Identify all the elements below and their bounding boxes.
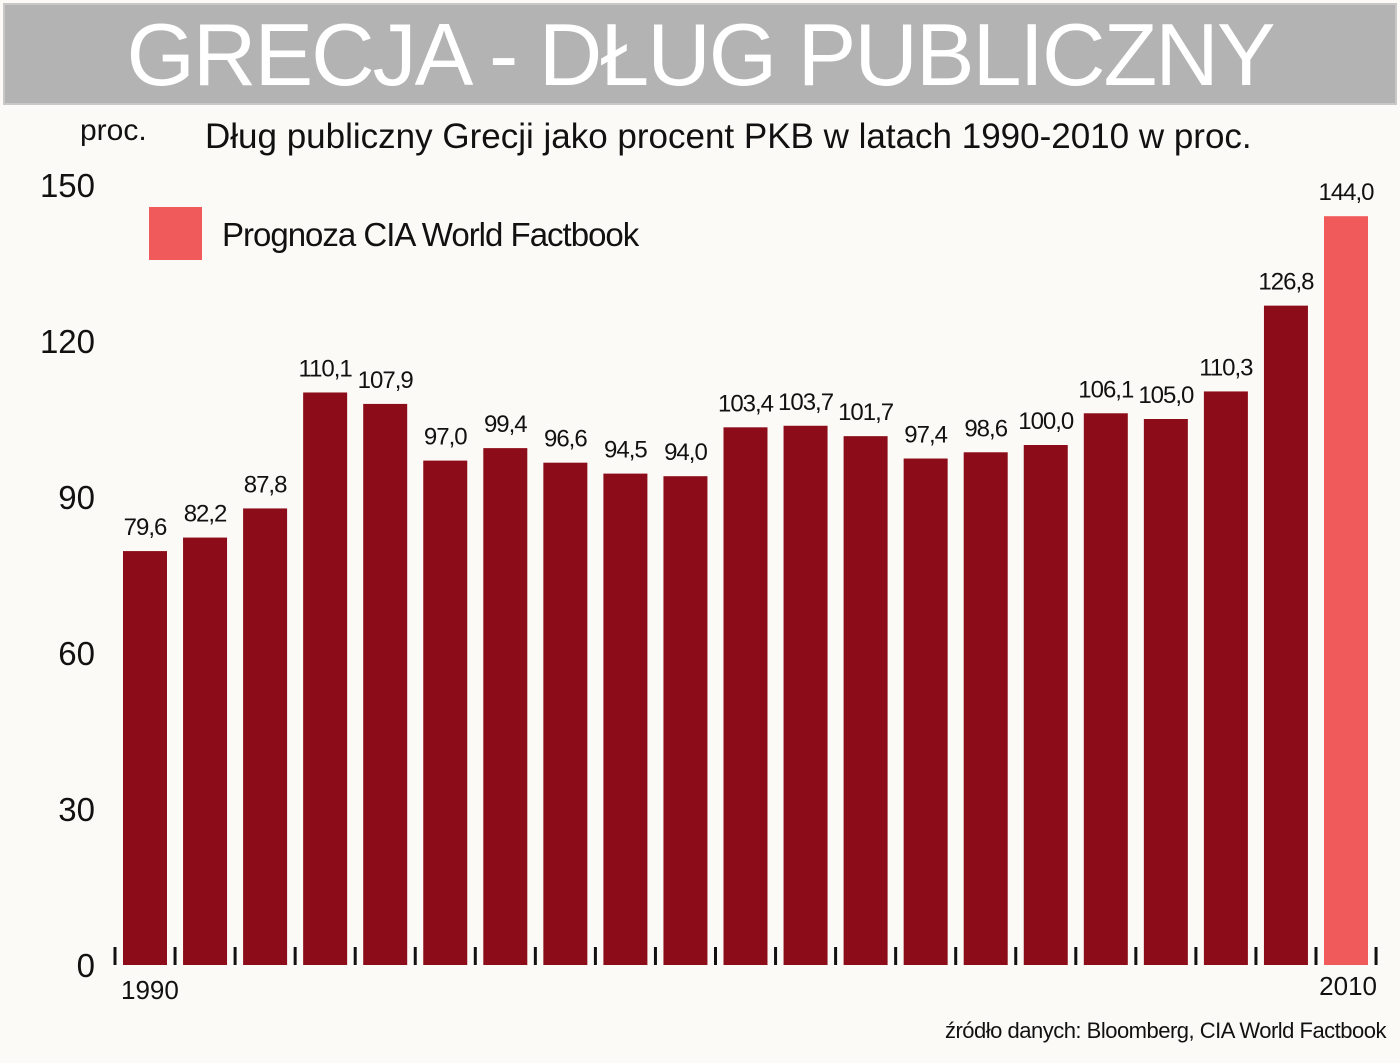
bar	[543, 462, 588, 965]
bar-value-label: 87,8	[244, 471, 287, 498]
source-note: źródło danych: Bloomberg, CIA World Fact…	[944, 1018, 1387, 1043]
bar-value-label: 103,7	[778, 389, 834, 416]
bar	[483, 448, 528, 965]
bar	[783, 425, 828, 965]
legend-swatch	[149, 207, 202, 260]
bar-value-label: 96,6	[544, 426, 587, 453]
bar	[1263, 305, 1308, 965]
y-tick-label: 30	[58, 791, 95, 828]
bar-value-label: 82,2	[184, 501, 227, 528]
bar	[123, 551, 167, 965]
bar	[183, 537, 228, 965]
y-tick-label: 120	[40, 323, 95, 360]
bar	[1143, 419, 1188, 965]
chart-title: Dług publiczny Grecji jako procent PKB w…	[205, 117, 1252, 156]
bar	[843, 436, 888, 965]
x-tick-label-last: 2010	[1319, 971, 1377, 1001]
bar	[303, 392, 348, 966]
bar-value-label: 126,8	[1258, 269, 1314, 296]
bar-value-label: 94,0	[664, 439, 707, 466]
x-tick-label-first: 1990	[121, 975, 179, 1005]
bar-value-label: 98,6	[964, 415, 1007, 442]
bar-forecast	[1324, 216, 1368, 965]
bar-value-label: 100,0	[1018, 408, 1074, 435]
bar	[1203, 391, 1248, 965]
y-axis: 0 30 60 90 120 150	[40, 167, 95, 984]
bar-value-label: 99,4	[484, 411, 527, 438]
bar-value-label: 101,7	[838, 399, 894, 426]
bar-value-label: 107,9	[358, 367, 414, 394]
y-tick-label: 0	[77, 947, 95, 984]
bar	[243, 508, 288, 965]
bar	[663, 476, 708, 965]
y-tick-label: 60	[58, 635, 95, 672]
bar	[603, 473, 648, 965]
bar	[423, 460, 468, 965]
y-tick-label: 90	[58, 479, 95, 516]
bar	[723, 427, 768, 965]
bar-value-label: 94,5	[604, 437, 647, 464]
x-axis: 1990 2010	[113, 947, 1378, 1005]
bar	[903, 458, 948, 965]
bar	[1083, 413, 1128, 965]
title-banner: GRECJA - DŁUG PUBLICZNY	[3, 3, 1397, 105]
bar-value-label: 106,1	[1078, 376, 1134, 403]
bar-value-label: 97,0	[424, 424, 467, 451]
bar-value-label: 144,0	[1318, 179, 1374, 206]
bar	[363, 403, 408, 965]
bars-group	[123, 216, 1368, 966]
bar-value-label: 79,6	[124, 514, 167, 541]
bar-value-label: 110,1	[299, 355, 353, 382]
bar	[963, 452, 1008, 965]
value-labels-group: 79,6 82,2 87,8 110,1 107,9 97,0 99,4 96,6 94,5 94…	[124, 179, 1376, 541]
y-axis-unit-label: proc.	[80, 114, 147, 147]
legend-label: Prognoza CIA World Factbook	[222, 216, 640, 253]
bar	[1023, 445, 1068, 965]
bar-value-label: 97,4	[904, 422, 947, 449]
y-tick-label: 150	[40, 167, 95, 204]
page-title: GRECJA - DŁUG PUBLICZNY	[126, 5, 1275, 104]
bar-value-label: 110,3	[1199, 354, 1253, 381]
bar-value-label: 103,4	[718, 390, 774, 417]
bar-value-label: 105,0	[1138, 382, 1194, 409]
